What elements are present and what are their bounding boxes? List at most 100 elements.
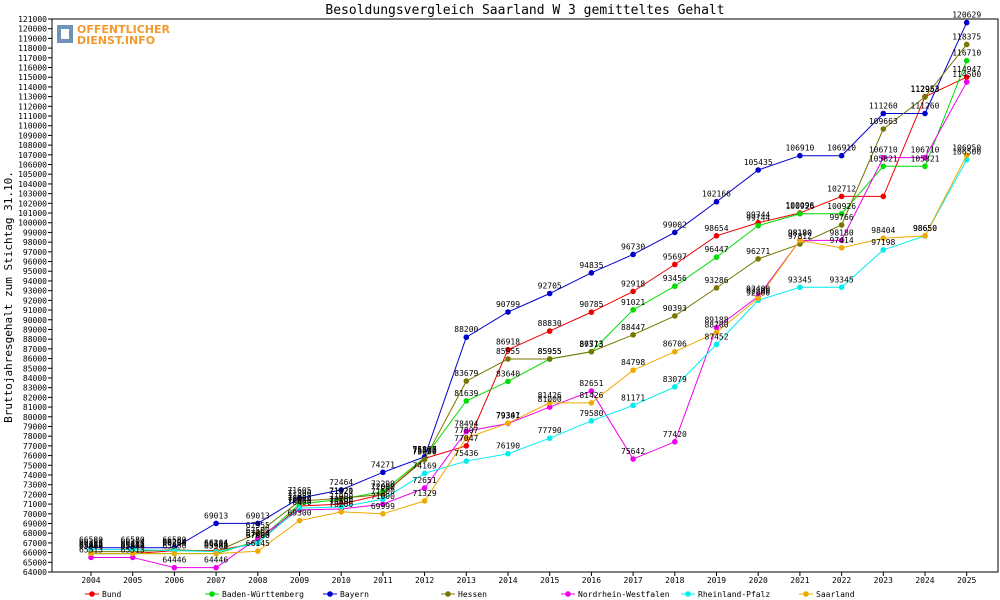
data-label: 76190 [496,442,520,451]
data-point [380,496,386,503]
data-point [129,550,136,557]
data-label: 112953 [911,85,940,94]
y-tick-label: 95000 [23,267,47,276]
series-4 [88,79,970,571]
data-label: 105821 [911,154,940,163]
data-point [963,79,970,85]
x-tick-label: 2009 [290,576,309,585]
data-point [338,495,345,502]
data-label: 102712 [827,184,856,193]
legend-marker [445,591,451,597]
data-point [588,388,595,394]
x-tick-label: 2008 [248,576,267,585]
y-tick-label: 85000 [23,364,47,373]
series-line [91,81,968,569]
data-point [505,309,511,315]
x-tick-label: 2020 [749,576,768,585]
legend-item: Hessen [441,590,487,599]
data-label: 112953 [911,85,940,94]
data-label: 97812 [788,232,812,241]
legend: Bund Baden-Württemberg Bayern Hessen Nordrhe… [85,590,855,599]
plot-frame [51,18,999,573]
data-label: 74169 [413,461,437,470]
data-label: 98180 [830,228,854,237]
data-point [838,193,845,200]
y-tick-label: 104000 [18,180,47,189]
data-label: 65513 [79,545,103,554]
y-tick-label: 103000 [18,190,47,199]
data-label: 72000 [371,482,395,491]
data-label: 66304 [121,538,145,547]
data-point [213,520,219,527]
data-label: 91021 [621,298,645,307]
data-point [129,546,136,553]
data-label: 75700 [413,446,437,455]
x-tick-label: 2015 [540,576,559,585]
y-tick-label: 92000 [23,296,47,305]
data-point [672,348,678,355]
data-point [296,498,303,504]
y-tick-label: 120000 [18,25,47,34]
data-label: 66580 [121,536,145,545]
data-label: 93345 [830,275,854,284]
data-point [838,245,845,251]
data-label: 118375 [952,32,981,41]
y-tick-label: 70000 [23,510,47,519]
y-tick-label: 89000 [23,325,47,334]
data-label: 71087 [287,492,311,501]
data-label: 102166 [702,190,731,199]
data-label: 90785 [579,300,603,309]
data-point [838,237,845,244]
data-label: 97198 [871,238,895,247]
data-label: 86918 [496,338,520,347]
chart-title: Besoldungsvergleich Saarland W 3 gemitte… [325,3,724,18]
data-label: 70800 [287,494,311,503]
data-label: 84798 [621,358,645,367]
data-point [755,256,761,262]
y-tick-label: 116000 [18,64,47,73]
y-tick-label: 84000 [23,374,47,383]
data-point [254,530,261,536]
y-tick-label: 98000 [23,238,47,247]
data-point [505,378,511,385]
y-tick-label: 115000 [18,73,47,82]
legend-label: Saarland [816,590,855,599]
data-point [755,167,761,173]
data-point [713,232,720,239]
data-label: 99744 [746,211,770,220]
data-label: 67500 [246,526,270,535]
data-label: 93456 [663,274,687,283]
data-label: 88700 [704,320,728,329]
data-point [838,284,845,291]
data-point [588,270,595,276]
data-label: 71329 [413,489,437,498]
data-point [254,540,261,546]
legend-item: Baden-Württemberg [205,590,304,599]
data-label: 90799 [496,300,520,309]
data-point [630,332,636,338]
legend-label: Bund [102,590,121,599]
data-label: 79341 [496,411,520,420]
data-label: 96730 [621,242,645,251]
y-tick-label: 93000 [23,287,47,296]
data-point [421,456,428,463]
data-label: 81000 [538,395,562,404]
data-label: 67955 [246,521,270,530]
data-label: 72290 [371,479,395,488]
series-6 [88,152,970,557]
data-label: 114500 [952,70,981,79]
data-label: 70500 [329,497,353,506]
y-tick-label: 112000 [18,102,47,111]
data-label: 66200 [162,539,186,548]
data-point [922,94,928,100]
data-label: 83640 [496,369,520,378]
legend-marker [327,591,333,597]
data-point [713,254,720,261]
data-point [254,535,261,541]
data-point [463,458,470,464]
data-label: 65900 [79,542,103,551]
data-label: 66204 [162,539,186,548]
data-label: 66111 [121,540,145,549]
y-tick-label: 119000 [18,34,47,43]
data-point [296,517,303,524]
